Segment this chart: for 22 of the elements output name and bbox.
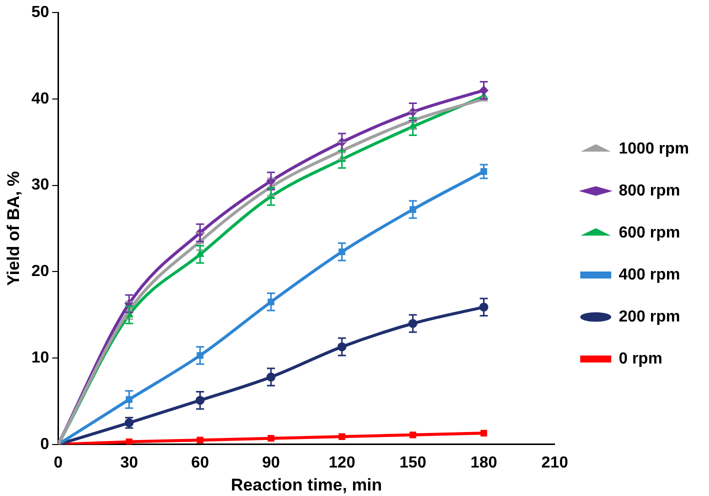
x-tick-label: 180 [470,454,498,472]
x-axis-title: Reaction time, min [230,475,382,494]
x-tick-label: 60 [191,454,210,472]
y-tick-label: 30 [31,176,50,194]
y-tick-label: 20 [31,263,50,280]
x-tick-label: 150 [400,454,426,472]
x-tick-label: 30 [120,454,138,472]
y-axis-title: Yield of BA, % [4,171,23,286]
legend-label: 400 rpm [618,266,680,284]
x-tick-label: 90 [262,454,280,472]
legend-label: 1000 rpm [618,140,689,158]
x-tick-label: 0 [54,454,63,472]
y-tick-label: 50 [31,4,50,22]
y-tick-label: 10 [31,349,50,366]
legend-label: 800 rpm [618,182,680,200]
y-tick-label: 0 [40,436,50,453]
y-tick-label: 40 [31,90,50,108]
legend-label: 200 rpm [618,308,680,326]
legend-label: 0 rpm [618,350,662,368]
legend-label: 600 rpm [618,224,680,242]
x-tick-label: 120 [328,454,356,472]
x-tick-label: 210 [541,454,568,472]
